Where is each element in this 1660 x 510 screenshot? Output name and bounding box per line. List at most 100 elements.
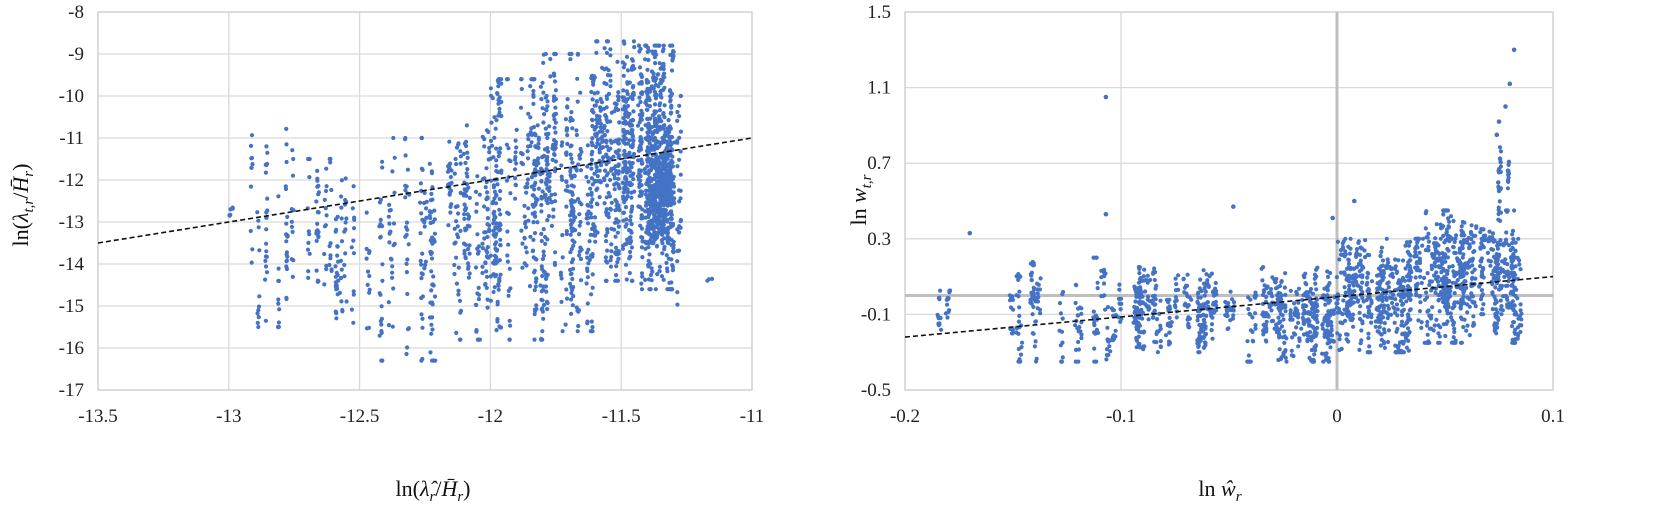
data-point [1137, 315, 1142, 320]
data-point [1417, 250, 1422, 255]
data-point [1303, 271, 1308, 276]
data-point [1481, 275, 1486, 280]
data-point [1467, 246, 1472, 251]
data-point [1276, 302, 1281, 307]
data-point [552, 79, 558, 84]
data-point [669, 224, 674, 229]
data-point [543, 107, 549, 112]
data-point [492, 242, 498, 247]
data-point [473, 265, 479, 270]
data-point [1075, 313, 1081, 318]
x-tick-label: 0.1 [1541, 406, 1565, 427]
data-point [458, 161, 463, 166]
data-point [1397, 340, 1402, 345]
data-point [551, 207, 556, 212]
data-point [1493, 324, 1498, 329]
data-point [522, 235, 527, 240]
data-point [630, 128, 635, 133]
data-point [1092, 359, 1097, 364]
data-point [306, 156, 311, 162]
data-point [637, 120, 642, 125]
data-point [532, 187, 537, 192]
data-point [1345, 306, 1350, 311]
data-point [1141, 274, 1146, 279]
data-point [1347, 300, 1352, 305]
data-point [570, 192, 575, 197]
data-point [265, 208, 270, 213]
data-point [568, 267, 573, 272]
data-point [1369, 279, 1375, 284]
data-point [650, 86, 655, 91]
data-point [419, 262, 424, 267]
data-point [571, 226, 576, 231]
data-point [529, 132, 534, 137]
data-point [1518, 329, 1523, 335]
data-point [1277, 347, 1282, 352]
data-point [652, 89, 658, 94]
data-point [1506, 243, 1512, 248]
data-point [650, 132, 655, 137]
data-point [466, 246, 471, 252]
data-point [608, 84, 613, 89]
data-point [1425, 319, 1430, 325]
data-point [249, 165, 254, 170]
data-point [351, 184, 356, 189]
data-point [589, 215, 594, 220]
data-point [380, 224, 385, 229]
data-point [365, 269, 371, 274]
data-point [1396, 258, 1401, 263]
data-point [1401, 301, 1406, 307]
data-point [1396, 343, 1401, 348]
data-point [1505, 186, 1510, 191]
y-tick-label: 0.7 [867, 153, 891, 174]
data-point [608, 264, 614, 269]
data-point [315, 210, 320, 215]
data-point [622, 200, 627, 205]
data-point [585, 192, 590, 197]
data-point [637, 95, 642, 100]
data-point [487, 145, 492, 151]
data-point [1441, 224, 1446, 229]
data-point [367, 249, 372, 254]
data-point [263, 170, 268, 175]
data-point [1202, 286, 1207, 291]
data-point [1494, 265, 1499, 270]
data-point [484, 269, 489, 274]
data-point [1480, 307, 1485, 312]
data-point [1101, 281, 1107, 286]
data-point [615, 220, 620, 225]
data-point [344, 299, 349, 304]
data-point [467, 271, 472, 276]
data-point [541, 302, 547, 308]
data-point [497, 207, 502, 212]
data-point [1506, 162, 1511, 167]
data-point [1362, 313, 1367, 318]
data-point [422, 190, 427, 195]
data-point [334, 311, 339, 316]
data-point [1395, 313, 1400, 318]
data-point [594, 201, 600, 206]
data-point [636, 43, 642, 48]
data-point [1308, 299, 1313, 304]
data-point [1439, 256, 1444, 261]
data-point [1509, 258, 1514, 263]
data-point [526, 137, 531, 142]
data-point [1289, 348, 1294, 353]
data-point [1362, 248, 1367, 253]
data-point [544, 176, 550, 182]
data-point [492, 115, 497, 120]
data-point [705, 278, 710, 283]
data-point [624, 176, 629, 182]
data-point [565, 97, 570, 102]
data-point [1458, 260, 1463, 265]
data-point [1199, 327, 1204, 332]
data-point [1487, 235, 1492, 240]
data-point [587, 239, 592, 244]
data-point [1146, 304, 1151, 309]
data-point [1512, 208, 1517, 213]
data-point [1363, 238, 1368, 243]
data-point [589, 292, 594, 297]
data-point [324, 166, 329, 171]
data-point [1440, 291, 1445, 296]
data-point [485, 245, 490, 250]
